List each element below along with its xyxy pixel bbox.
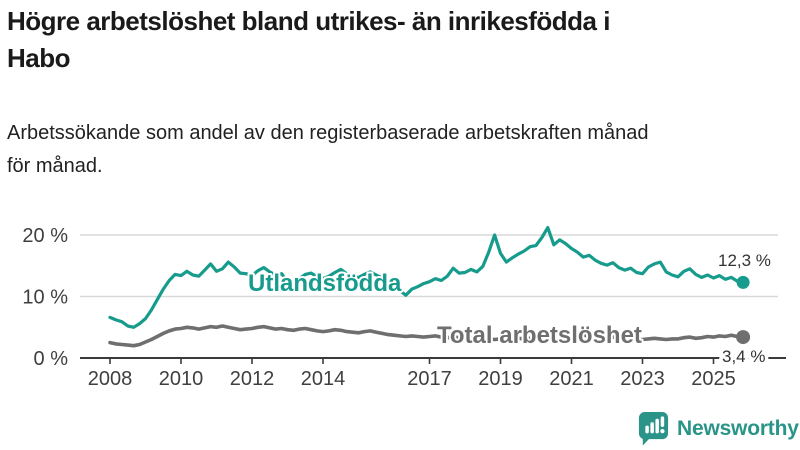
y-axis-gridlines: 0 % 10 % 20 % — [22, 225, 786, 370]
series-label-utlandsfodda: Utlandsfödda — [248, 270, 402, 297]
end-value-label-total: 3,4 % — [722, 347, 765, 366]
bar-chart-glyph — [645, 416, 665, 434]
svg-text:2008: 2008 — [88, 368, 133, 390]
series-lines — [108, 226, 751, 348]
svg-text:2025: 2025 — [691, 368, 736, 390]
svg-text:20 %: 20 % — [22, 225, 68, 247]
unemployment-line-chart: 0 % 10 % 20 % 2008 2010 2012 2014 2017 2019 2021… — [22, 225, 786, 390]
x-axis: 2008 2010 2012 2014 2017 2019 2021 2023 2025 — [88, 358, 736, 390]
newsworthy-wordmark: Newsworthy — [677, 416, 799, 440]
newsworthy-logo: Newsworthy — [637, 411, 799, 446]
end-value-label-utlandsfodda: 12,3 % — [718, 251, 771, 270]
newsworthy-bar-chart-bubble-icon — [638, 412, 669, 446]
svg-text:10 %: 10 % — [22, 287, 68, 309]
chart-title-line1: Högre arbetslöshet bland utrikes- än inr… — [7, 6, 610, 36]
chart-subtitle-line2: för månad. — [7, 155, 103, 177]
svg-text:0 %: 0 % — [34, 348, 69, 370]
svg-text:2021: 2021 — [549, 368, 594, 390]
chart-subtitle-line1: Arbetssökande som andel av den registerb… — [7, 122, 649, 144]
chart-subtitle: Arbetssökande som andel av den registerb… — [7, 117, 795, 183]
svg-text:2019: 2019 — [478, 368, 523, 390]
svg-text:2023: 2023 — [620, 368, 665, 390]
series-label-total-arbetsloshet: Total arbetslöshet — [437, 322, 642, 349]
speech-bubble-tail — [642, 436, 652, 446]
svg-text:2017: 2017 — [407, 368, 452, 390]
chart-title-line2: Habo — [7, 43, 71, 73]
svg-text:2012: 2012 — [230, 368, 275, 390]
chart-title: Högre arbetslöshet bland utrikes- än inr… — [7, 3, 795, 77]
svg-text:2014: 2014 — [301, 368, 346, 390]
svg-text:2010: 2010 — [159, 368, 204, 390]
